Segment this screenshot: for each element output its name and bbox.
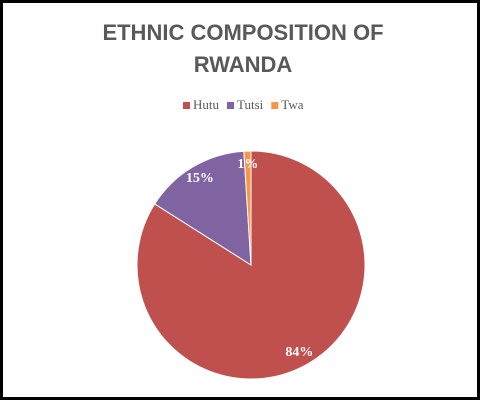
chart: Hutu Tutsi Twa 84% 15% 1% (136, 97, 366, 380)
legend-label: Hutu (193, 97, 220, 112)
legend-label: Tutsi (237, 97, 264, 112)
chart-title: ETHNIC COMPOSITION OF RWANDA (102, 20, 384, 77)
legend-swatch (271, 102, 279, 109)
data-label: 84% (285, 345, 313, 360)
legend-swatch (183, 102, 190, 109)
legend-label: Twa (281, 97, 303, 112)
data-label: 1% (237, 157, 258, 172)
pie-slice (154, 150, 252, 266)
pie-slice (243, 150, 252, 266)
data-label: 15% (186, 171, 214, 186)
legend-swatch (227, 102, 234, 109)
